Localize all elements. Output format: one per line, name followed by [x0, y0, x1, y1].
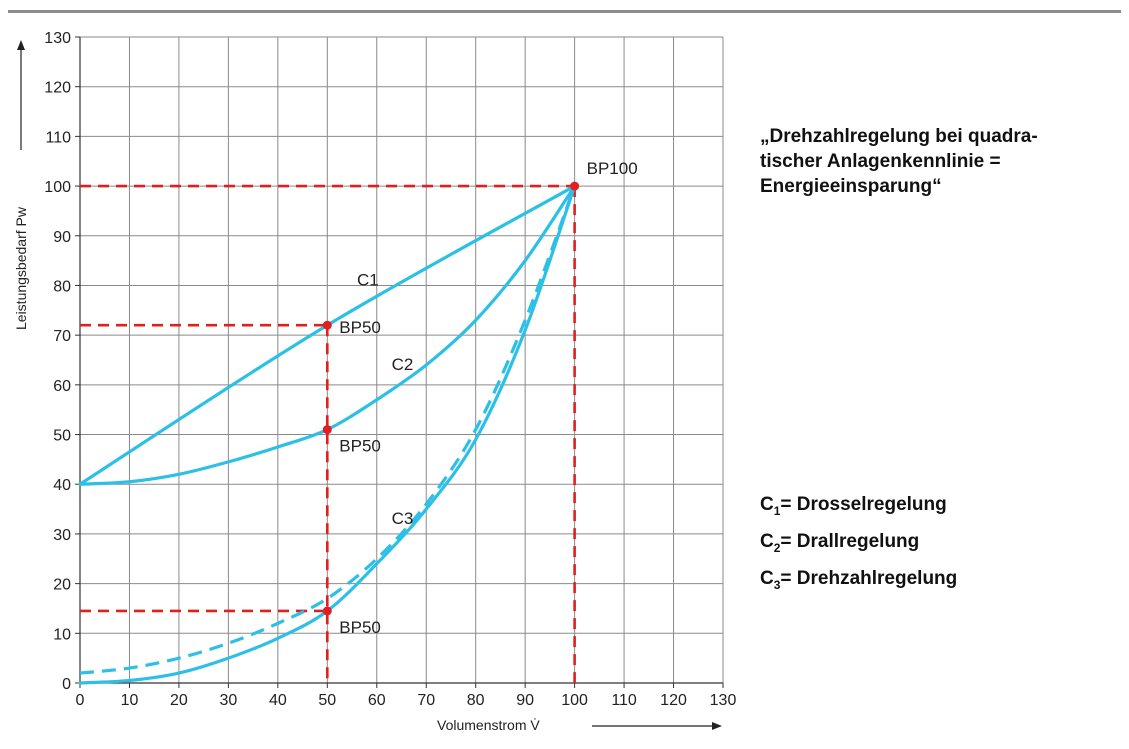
y-tick-label: 40	[53, 477, 71, 494]
operating-point	[322, 425, 332, 435]
x-tick-label: 10	[121, 692, 139, 709]
chart-title: „Drehzahlregelung bei quadra- tischer An…	[760, 124, 1120, 199]
x-tick-label: 70	[417, 692, 435, 709]
y-tick-label: 90	[53, 229, 71, 246]
legend-prefix: C	[760, 568, 774, 589]
y-tick-label: 130	[44, 30, 71, 47]
point-label: BP50	[339, 437, 381, 456]
curve-label: C3	[392, 509, 414, 528]
y-tick-label: 30	[53, 527, 71, 544]
x-tick-label: 100	[561, 692, 588, 709]
x-tick-label: 30	[219, 692, 237, 709]
legend-prefix: C	[760, 494, 774, 515]
series-line-c3	[78, 184, 577, 685]
x-tick-label: 20	[170, 692, 188, 709]
legend-sub: 2	[773, 540, 781, 555]
legend-sub: 3	[773, 577, 781, 592]
y-tick-label: 60	[53, 378, 71, 395]
x-tick-label: 60	[368, 692, 386, 709]
legend-text: = Drallregelung	[780, 531, 920, 552]
title-line: Energieeinsparung“	[760, 176, 942, 197]
y-tick-label: 110	[45, 129, 71, 146]
x-tick-label: 110	[611, 692, 637, 709]
y-tick-label: 20	[53, 577, 71, 594]
legend-prefix: C	[760, 531, 774, 552]
x-tick-label: 40	[269, 692, 287, 709]
reference-lines	[80, 184, 576, 683]
legend: C1= Drosselregelung C2= Drallregelung C3…	[760, 494, 957, 605]
operating-point	[322, 606, 332, 616]
operating-point	[322, 320, 332, 330]
x-tick-label: 50	[318, 692, 336, 709]
legend-text: = Drosselregelung	[780, 494, 947, 515]
x-tick-label: 120	[660, 692, 687, 709]
tick-labels: 0 10 20 30 40 50 60 70 80 90 100 110 120 130 0 10 20 30 40…	[44, 30, 736, 709]
top-rule	[8, 10, 1121, 13]
legend-item-c1: C1= Drosselregelung	[760, 494, 957, 531]
legend-item-c2: C2= Drallregelung	[760, 531, 957, 568]
y-tick-label: 10	[53, 626, 71, 643]
x-axis-title: Volumenstrom V̇	[437, 717, 540, 733]
y-axis-arrow-head	[17, 40, 25, 50]
y-tick-label: 70	[53, 328, 71, 345]
title-line: tischer Anlagenkennlinie =	[760, 151, 1001, 172]
grid	[75, 36, 724, 688]
legend-item-c3: C3= Drehzahlregelung	[760, 568, 957, 605]
curve-label: C1	[357, 270, 379, 289]
legend-sub: 1	[773, 503, 781, 518]
x-tick-label: 0	[76, 692, 85, 709]
y-tick-label: 0	[62, 676, 71, 693]
legend-text: = Drehzahlregelung	[780, 568, 958, 589]
y-tick-label: 100	[44, 179, 71, 196]
y-axis-title: Leistungsbedarf Pw	[13, 206, 29, 330]
point-label: BP50	[339, 618, 381, 637]
curve-label: C2	[392, 355, 414, 374]
x-tick-label: 130	[710, 692, 737, 709]
y-tick-label: 80	[53, 278, 71, 295]
operating-points	[322, 181, 580, 616]
x-tick-label: 80	[467, 692, 485, 709]
x-axis-arrow-head	[712, 722, 722, 730]
series-line-c2	[78, 184, 577, 486]
title-line: „Drehzahlregelung bei quadra-	[760, 126, 1038, 147]
x-tick-label: 90	[516, 692, 534, 709]
chart-labels: C1 C2 C3 BP100 BP50 BP50 BP50	[339, 159, 637, 637]
y-tick-label: 50	[53, 428, 71, 445]
operating-point	[570, 181, 580, 191]
point-label: BP100	[587, 159, 638, 178]
point-label: BP50	[339, 318, 381, 337]
axes: Volumenstrom V̇ Leistungsbedarf Pw	[13, 40, 722, 733]
series-line-dashed	[79, 185, 577, 675]
y-tick-label: 120	[44, 80, 71, 97]
